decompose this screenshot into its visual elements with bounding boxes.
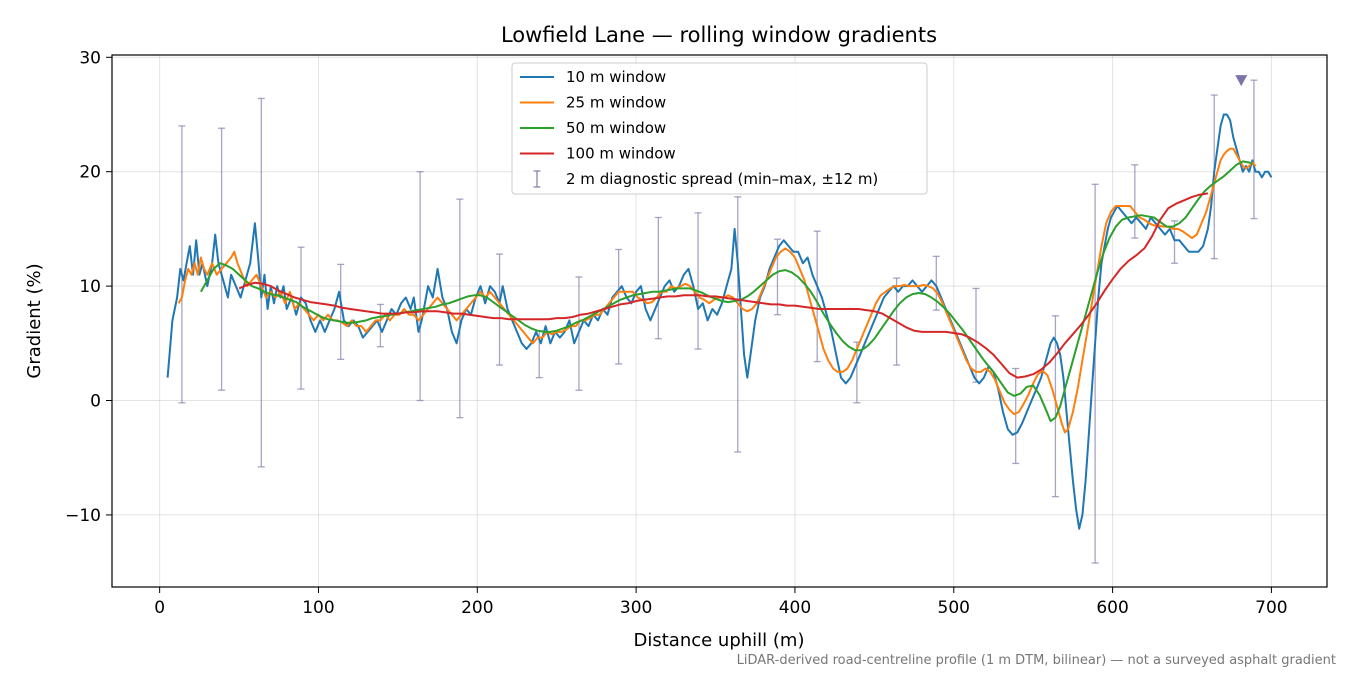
x-tick-label: 100 (302, 598, 334, 618)
error-bar (297, 246, 305, 390)
error-bar (615, 248, 623, 365)
y-tick-label: 10 (79, 277, 101, 297)
error-bar (972, 287, 980, 383)
error-bar (1051, 315, 1059, 498)
x-tick-label: 300 (620, 598, 652, 618)
error-bar (218, 127, 226, 391)
legend-label: 100 m window (566, 145, 676, 163)
error-bar (337, 263, 345, 360)
x-axis-label: Distance uphill (m) (634, 630, 805, 651)
legend: 10 m window 25 m window 50 m window 100 m w… (511, 62, 928, 195)
error-bar (1250, 79, 1258, 220)
series-lines (166, 113, 1273, 530)
error-bar (654, 216, 662, 340)
y-tick-label: 30 (79, 48, 101, 68)
series-line-3 (200, 160, 1253, 423)
error-bar (813, 230, 821, 363)
error-bars (178, 75, 1258, 564)
grid (112, 55, 1327, 587)
legend-label: 2 m diagnostic spread (min–max, ±12 m) (566, 170, 878, 188)
error-bar (178, 125, 186, 404)
chart-title: Lowfield Lane — rolling window gradients (501, 23, 937, 47)
y-axis-label: Gradient (%) (24, 263, 45, 378)
error-bar (1091, 183, 1099, 564)
x-tick-label: 0 (154, 598, 165, 618)
error-bar (1012, 367, 1020, 465)
error-bar (496, 253, 504, 366)
x-tick-label: 700 (1255, 598, 1287, 618)
error-bar (416, 171, 424, 402)
legend-label: 25 m window (566, 94, 666, 112)
y-tick-label: 0 (90, 392, 101, 412)
error-bar (1131, 164, 1139, 239)
error-bar (734, 196, 742, 453)
legend-box (511, 62, 928, 195)
series-line-4 (238, 192, 1209, 379)
footnote: LiDAR-derived road-centreline profile (1… (737, 653, 1336, 668)
x-axis-ticks: 0 100 200 300 400 500 600 700 (154, 587, 1288, 618)
legend-label: 10 m window (566, 68, 666, 86)
x-tick-label: 200 (461, 598, 493, 618)
error-bar (456, 198, 464, 419)
series-line-1 (166, 113, 1273, 530)
cap-marker-triangle (1235, 75, 1248, 87)
plot-frame (111, 54, 1328, 588)
x-tick-label: 500 (938, 598, 970, 618)
x-tick-label: 400 (779, 598, 811, 618)
y-axis-ticks: −10 0 10 20 30 (65, 48, 112, 526)
legend-swatch-errorbar (533, 170, 541, 188)
y-tick-label: 20 (79, 163, 101, 183)
x-tick-label: 600 (1096, 598, 1128, 618)
legend-label: 50 m window (566, 119, 666, 137)
error-bar (694, 212, 702, 350)
y-tick-label: −10 (65, 506, 101, 526)
